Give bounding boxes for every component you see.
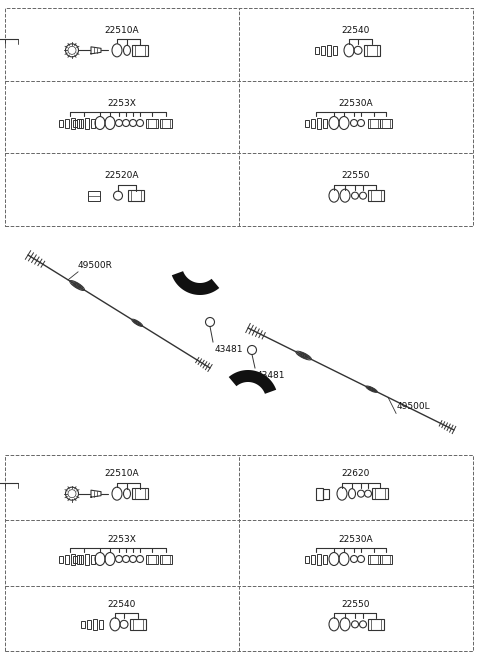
- Bar: [77, 554, 81, 564]
- Text: 22520A: 22520A: [105, 171, 139, 180]
- Bar: [81, 621, 85, 628]
- Bar: [79, 554, 83, 564]
- Bar: [321, 46, 325, 55]
- Bar: [132, 488, 148, 499]
- Bar: [146, 554, 158, 564]
- Bar: [317, 117, 321, 129]
- Bar: [327, 45, 331, 56]
- Bar: [71, 554, 75, 565]
- Bar: [91, 119, 95, 127]
- Bar: [305, 119, 309, 127]
- Bar: [73, 119, 77, 127]
- Text: 22540: 22540: [342, 26, 370, 35]
- Text: 2253X: 2253X: [108, 98, 136, 108]
- Bar: [85, 554, 89, 565]
- Bar: [316, 487, 323, 500]
- Text: 22510A: 22510A: [105, 26, 139, 35]
- Bar: [65, 554, 69, 564]
- Bar: [311, 554, 315, 564]
- Bar: [333, 46, 337, 55]
- Bar: [132, 45, 148, 56]
- Bar: [99, 620, 103, 629]
- Bar: [5, 8, 473, 226]
- Bar: [368, 554, 380, 564]
- Bar: [305, 556, 309, 562]
- Text: 49500R: 49500R: [78, 261, 113, 270]
- Bar: [160, 119, 172, 127]
- Bar: [77, 119, 81, 127]
- Bar: [368, 190, 384, 201]
- Bar: [73, 556, 77, 562]
- Bar: [85, 117, 89, 129]
- Text: 49500L: 49500L: [396, 402, 430, 411]
- Bar: [323, 489, 329, 499]
- Bar: [372, 488, 388, 499]
- Bar: [317, 554, 321, 565]
- Text: 22510A: 22510A: [105, 469, 139, 478]
- Polygon shape: [228, 370, 276, 394]
- Bar: [65, 119, 69, 127]
- Bar: [160, 554, 172, 564]
- Bar: [364, 45, 380, 56]
- Text: 22550: 22550: [342, 171, 370, 180]
- Bar: [323, 119, 327, 127]
- Text: 2253X: 2253X: [108, 535, 136, 544]
- Bar: [71, 117, 75, 129]
- Text: 22530A: 22530A: [339, 98, 373, 108]
- Text: 22540: 22540: [108, 600, 136, 609]
- Bar: [93, 619, 97, 630]
- Bar: [88, 191, 100, 201]
- Bar: [79, 119, 83, 127]
- Text: 22620: 22620: [342, 469, 370, 478]
- Bar: [87, 620, 91, 629]
- Bar: [368, 619, 384, 630]
- Bar: [130, 619, 146, 630]
- Bar: [146, 119, 158, 127]
- Text: 43481: 43481: [215, 346, 243, 354]
- Bar: [5, 455, 473, 651]
- Bar: [323, 554, 327, 564]
- Bar: [380, 554, 392, 564]
- Polygon shape: [172, 271, 219, 295]
- Bar: [315, 47, 319, 54]
- Bar: [91, 554, 95, 564]
- Text: 22550: 22550: [342, 600, 370, 609]
- Bar: [128, 190, 144, 201]
- Bar: [59, 556, 63, 562]
- Bar: [368, 119, 380, 127]
- Bar: [59, 119, 63, 127]
- Bar: [311, 119, 315, 127]
- Text: 43481: 43481: [257, 371, 286, 380]
- Bar: [380, 119, 392, 127]
- Text: 22530A: 22530A: [339, 535, 373, 544]
